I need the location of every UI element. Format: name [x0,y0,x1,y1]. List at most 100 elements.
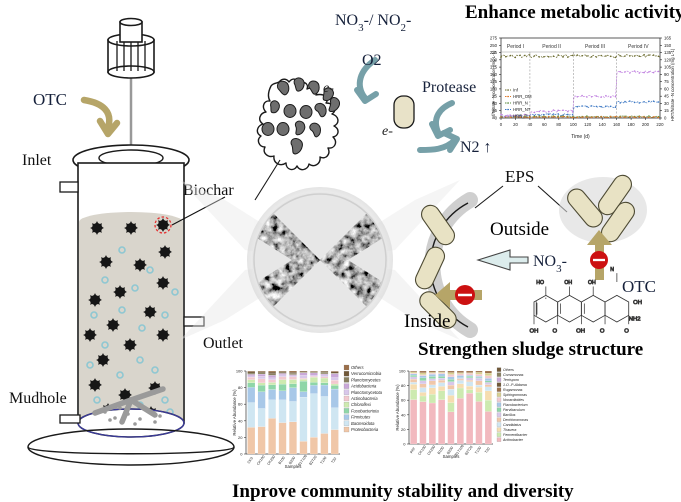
svg-text:Period II: Period II [542,44,561,50]
svg-text:Dechloromonas: Dechloromonas [503,418,528,422]
svg-text:Parvibaculum: Parvibaculum [503,408,525,412]
svg-text:Bacteroidota: Bacteroidota [351,421,375,426]
svg-text:20: 20 [401,427,406,432]
svg-text:40: 40 [528,122,533,127]
svg-text:Fermentibacter: Fermentibacter [503,433,528,437]
svg-text:CK100: CK100 [256,455,266,466]
svg-text:B2T20: B2T20 [308,455,317,466]
svg-text:20: 20 [513,122,518,127]
svg-text:250: 250 [490,43,498,48]
svg-text:Others: Others [351,365,364,370]
svg-text:Samples: Samples [285,464,302,469]
svg-text:O2: O2 [362,52,382,69]
svg-text:CK0: CK0 [247,456,254,464]
svg-text:40: 40 [238,418,243,423]
svg-text:NH2: NH2 [629,317,641,323]
svg-text:Firmicutes: Firmicutes [351,415,371,420]
svg-text:100: 100 [236,369,243,374]
svg-text:Inside: Inside [404,311,450,332]
svg-text:N: N [610,267,614,273]
svg-text:Proteobacteria: Proteobacteria [351,427,379,432]
svg-text:CK200: CK200 [427,445,437,456]
svg-text:Inf/Nitrate -N concentration (: Inf/Nitrate -N concentration (mg L-1) [491,50,496,119]
svg-text:Terrisporo: Terrisporo [503,378,519,382]
svg-text:Comamonas: Comamonas [503,373,524,377]
svg-text:Protease: Protease [422,79,476,96]
svg-text:Fusobacteriota: Fusobacteriota [351,408,379,413]
svg-text:165: 165 [664,36,672,41]
svg-text:60: 60 [401,398,406,403]
svg-text:O: O [600,328,605,334]
svg-text:Actinobacter: Actinobacter [502,438,524,442]
svg-text:HRT/Nitrate -N concentration (: HRT/Nitrate -N concentration (mg L-1) [670,48,675,121]
svg-text:80: 80 [401,383,406,388]
svg-text:120: 120 [584,122,592,127]
svg-text:Period I: Period I [507,44,524,50]
svg-text:Time (d): Time (d) [571,134,590,140]
svg-text:200: 200 [642,122,650,127]
svg-text:B2T20: B2T20 [464,445,473,456]
svg-text:Rugamonas: Rugamonas [503,388,523,392]
svg-text:NO3-/ NO2-: NO3-/ NO2- [335,12,411,34]
svg-text:0: 0 [403,442,406,447]
svg-text:NO3-: NO3- [533,253,567,275]
svg-text:T20: T20 [331,457,338,464]
svg-text:40: 40 [401,412,406,417]
svg-text:e-: e- [323,81,334,96]
svg-text:80: 80 [238,385,243,390]
svg-text:150: 150 [664,43,672,48]
svg-text:Candidatus: Candidatus [503,423,521,427]
svg-text:Relative Abundance (%): Relative Abundance (%) [395,384,400,431]
svg-text:OH: OH [576,328,585,334]
svg-text:HRR_N: HRR_N [513,101,528,106]
svg-text:Chloroflexi: Chloroflexi [351,402,372,407]
svg-text:275: 275 [490,36,498,41]
svg-text:Inlet: Inlet [22,152,52,169]
svg-text:OTC: OTC [622,277,656,296]
svg-text:O: O [553,328,558,334]
svg-text:OH: OH [633,300,642,306]
svg-text:140: 140 [599,122,607,127]
svg-text:Mudhole: Mudhole [9,390,67,407]
svg-text:Outside: Outside [490,219,549,240]
svg-text:60: 60 [238,402,243,407]
svg-text:Flavobacterium: Flavobacterium [503,403,528,407]
svg-text:HRR_OM: HRR_OM [513,94,532,99]
svg-text:Enhance metabolic activity: Enhance metabolic activity [465,2,681,23]
svg-text:Inf: Inf [513,88,519,93]
svg-text:100: 100 [399,369,406,374]
svg-text:OH: OH [588,280,596,286]
svg-text:OH: OH [530,328,539,334]
svg-text:OTC: OTC [33,90,67,109]
svg-text:HRR_T: HRR_T [513,114,528,119]
svg-text:220: 220 [656,122,664,127]
svg-text:100: 100 [570,122,578,127]
svg-text:T100: T100 [474,446,482,455]
svg-text:EPS: EPS [505,167,534,186]
svg-text:0: 0 [500,122,503,127]
svg-text:90: 90 [664,72,669,77]
svg-text:PAT: PAT [409,446,416,454]
svg-text:60: 60 [542,122,547,127]
svg-text:Others: Others [503,368,514,372]
svg-text:Period IV: Period IV [628,44,649,50]
svg-text:75: 75 [664,79,669,84]
svg-text:Inprove community stability an: Inprove community stability and diversit… [232,481,574,502]
svg-text:OH: OH [564,280,572,286]
svg-text:Verrucomicrobia: Verrucomicrobia [351,371,382,376]
svg-text:HO: HO [536,280,544,286]
svg-text:O: O [624,328,629,334]
svg-text:20: 20 [238,435,243,440]
svg-text:Planctomycetes: Planctomycetes [351,377,381,382]
svg-text:T20: T20 [484,447,491,454]
svg-text:Nocardioides: Nocardioides [503,398,524,402]
svg-text:1.O.-P-Aldama: 1.O.-P-Aldama [503,383,527,387]
svg-text:Bacillus: Bacillus [503,413,516,417]
svg-text:HRR_NT: HRR_NT [513,107,531,112]
svg-text:60: 60 [664,86,669,91]
svg-text:N2 ↑: N2 ↑ [460,139,492,156]
svg-text:Outlet: Outlet [203,335,244,352]
svg-text:0: 0 [240,452,243,457]
svg-text:180: 180 [628,122,636,127]
svg-text:Thauera: Thauera [503,428,516,432]
